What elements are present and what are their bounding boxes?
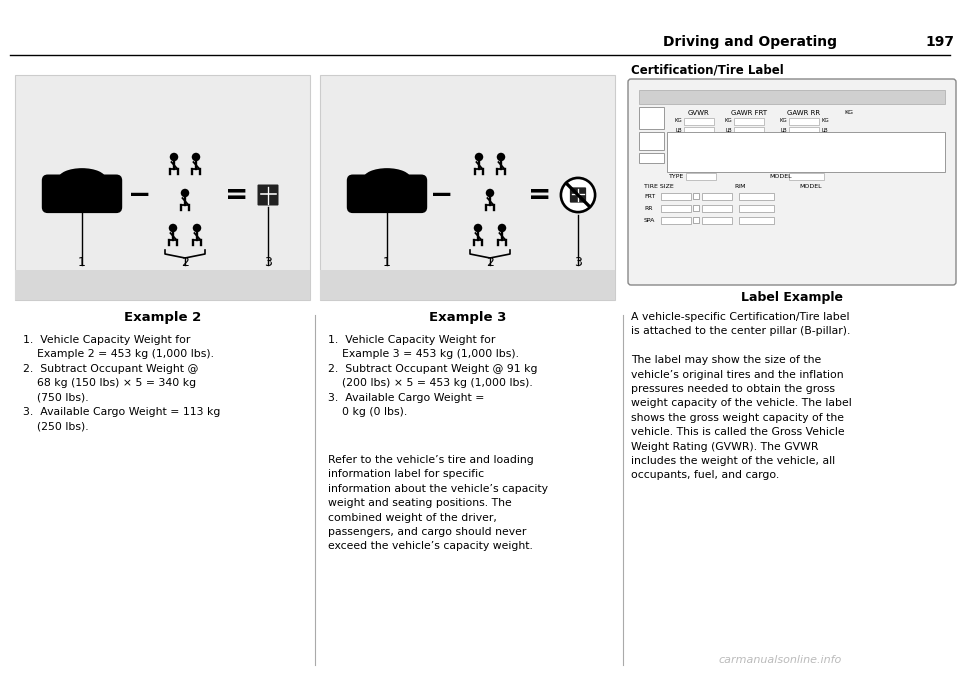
FancyBboxPatch shape [639,153,664,163]
FancyBboxPatch shape [739,193,774,200]
Text: 197: 197 [925,35,954,49]
Text: LB: LB [821,127,828,132]
Circle shape [170,153,179,161]
Text: =: = [528,181,552,209]
FancyBboxPatch shape [734,118,764,125]
FancyBboxPatch shape [661,193,691,200]
Text: TYPE: TYPE [669,174,684,180]
Text: A vehicle-specific Certification/Tire label
is attached to the center pillar (B-: A vehicle-specific Certification/Tire la… [631,312,852,481]
FancyBboxPatch shape [702,217,732,224]
Text: carmanualsonline.info: carmanualsonline.info [718,655,842,665]
FancyBboxPatch shape [15,270,310,300]
Circle shape [497,224,506,233]
FancyBboxPatch shape [693,205,699,211]
FancyBboxPatch shape [693,217,699,223]
FancyBboxPatch shape [639,90,945,104]
Text: 1: 1 [78,256,86,268]
FancyBboxPatch shape [693,193,699,199]
FancyBboxPatch shape [661,205,691,212]
FancyBboxPatch shape [789,127,819,134]
FancyBboxPatch shape [739,205,774,212]
Circle shape [475,153,483,161]
FancyBboxPatch shape [320,270,615,300]
Text: LB: LB [780,127,787,132]
Text: LB: LB [726,127,732,132]
Text: Example 3: Example 3 [429,311,506,325]
FancyBboxPatch shape [789,118,819,125]
Text: TIRE SIZE: TIRE SIZE [644,184,674,189]
Text: KG: KG [724,119,732,123]
Text: LB: LB [676,127,682,132]
FancyBboxPatch shape [702,205,732,212]
Text: 2: 2 [181,256,189,268]
Text: Driving and Operating: Driving and Operating [663,35,837,49]
Text: KG: KG [674,119,682,123]
FancyBboxPatch shape [257,184,278,205]
FancyBboxPatch shape [15,75,310,300]
Text: SPA: SPA [644,218,656,224]
Ellipse shape [59,168,106,189]
Text: GAWR RR: GAWR RR [787,110,821,116]
Text: 3: 3 [264,256,272,268]
FancyBboxPatch shape [320,75,615,300]
Ellipse shape [363,168,411,189]
Text: 1.  Vehicle Capacity Weight for
    Example 3 = 453 kg (1,000 lbs).
2.  Subtract: 1. Vehicle Capacity Weight for Example 3… [328,335,538,417]
FancyBboxPatch shape [789,173,824,180]
Text: 3: 3 [574,256,582,268]
Circle shape [169,224,178,233]
FancyBboxPatch shape [667,132,945,172]
FancyBboxPatch shape [42,174,122,213]
Text: =: = [226,181,249,209]
FancyBboxPatch shape [570,187,587,203]
Circle shape [192,153,201,161]
Text: KG: KG [780,119,787,123]
Circle shape [486,188,494,197]
FancyBboxPatch shape [684,127,714,134]
Text: Refer to the vehicle’s tire and loading
information label for specific
informati: Refer to the vehicle’s tire and loading … [328,455,548,551]
Circle shape [473,224,482,233]
Circle shape [496,153,505,161]
Circle shape [193,224,202,233]
FancyBboxPatch shape [684,118,714,125]
FancyBboxPatch shape [639,107,664,129]
Text: RR: RR [644,207,653,212]
Text: KG: KG [844,110,853,115]
Text: 2: 2 [486,256,494,268]
Circle shape [561,178,595,212]
FancyBboxPatch shape [734,127,764,134]
Text: RIM: RIM [734,184,746,189]
Text: MODEL: MODEL [769,174,792,180]
Text: −: − [430,181,454,209]
FancyBboxPatch shape [347,174,427,213]
Text: 1: 1 [383,256,391,268]
Text: MODEL: MODEL [799,184,822,189]
Text: KG: KG [821,119,828,123]
Text: Example 2: Example 2 [124,311,202,325]
Text: Label Example: Label Example [741,290,843,304]
Text: 1.  Vehicle Capacity Weight for
    Example 2 = 453 kg (1,000 lbs).
2.  Subtract: 1. Vehicle Capacity Weight for Example 2… [23,335,221,431]
FancyBboxPatch shape [661,217,691,224]
FancyBboxPatch shape [702,193,732,200]
Text: −: − [129,181,152,209]
FancyBboxPatch shape [639,132,664,150]
FancyBboxPatch shape [739,217,774,224]
Text: Certification/Tire Label: Certification/Tire Label [631,64,783,77]
FancyBboxPatch shape [686,173,716,180]
Text: FRT: FRT [644,195,656,199]
Text: GAWR FRT: GAWR FRT [731,110,767,116]
Text: GVWR: GVWR [688,110,709,116]
FancyBboxPatch shape [628,79,956,285]
Circle shape [180,188,189,197]
